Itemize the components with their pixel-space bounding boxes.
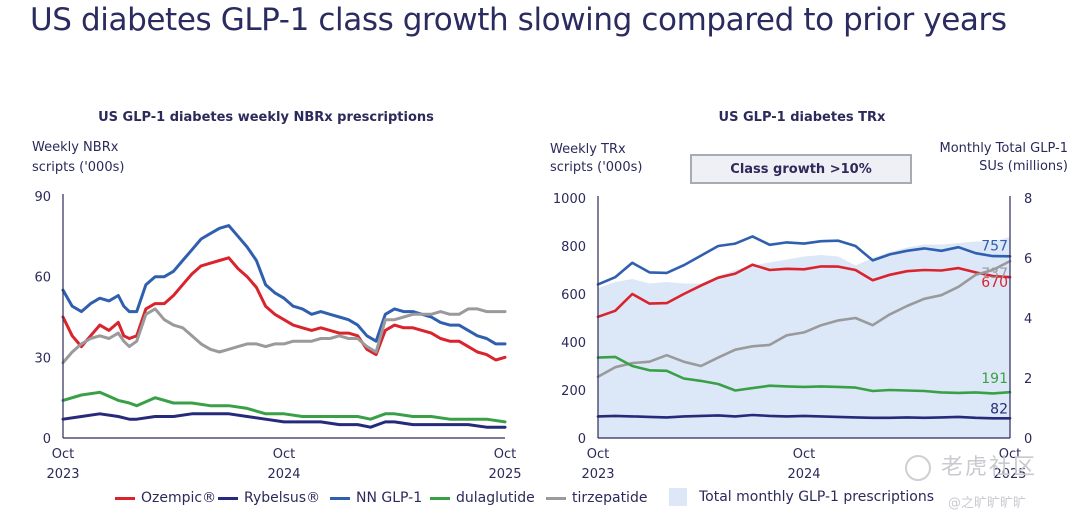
- legend-item-total-area: Total monthly GLP-1 prescriptions: [669, 488, 934, 506]
- series-line-ozempic: [61, 256, 507, 362]
- right-y-axis-title-line2: scripts ('000s): [550, 160, 642, 175]
- legend-label-rybelsus: Rybelsus®: [244, 490, 321, 506]
- y-tick-label: 1000: [553, 192, 586, 207]
- total-prescriptions-area: [598, 237, 1010, 438]
- legend-label-nn-glp1: NN GLP-1: [356, 490, 423, 506]
- watermark-text: 老虎社区: [941, 455, 1038, 480]
- end-label-rybelsus: 82: [990, 401, 1008, 417]
- legend-swatch-ozempic: [115, 496, 135, 500]
- series-line-tirzepatide: [61, 307, 507, 365]
- right-chart-title: US GLP-1 diabetes TRx: [719, 110, 886, 125]
- end-label-ozempic: 670: [981, 275, 1008, 291]
- left-chart-plot: 0 30 60 90 Oct 2023 Oct 2024 Oct 2025: [34, 190, 521, 482]
- x-tick-label-month: Oct: [587, 447, 609, 462]
- y-tick-label: 400: [561, 336, 586, 351]
- legend-label-ozempic: Ozempic®: [141, 490, 217, 506]
- series-line-tirzepatide: [596, 259, 1012, 379]
- y-tick-label: 30: [34, 351, 51, 366]
- right-y2-axis-title-line2: SUs (millions): [979, 159, 1068, 174]
- x-tick-label-month: Oct: [52, 447, 74, 462]
- class-growth-annotation: Class growth >10%: [690, 154, 912, 184]
- right-y-axis-title-line1: Weekly TRx: [550, 142, 626, 157]
- legend-label-tirzepatide: tirzepatide: [572, 490, 648, 506]
- y-tick-label: 90: [34, 190, 51, 205]
- y2-tick-label: 2: [1024, 372, 1032, 387]
- legend-swatch-rybelsus: [218, 496, 238, 500]
- x-tick-label-year: 2024: [787, 467, 820, 482]
- y2-tick-label: 4: [1024, 312, 1032, 327]
- left-chart-title: US GLP-1 diabetes weekly NBRx prescripti…: [98, 110, 434, 125]
- legend-item-nn-glp1: NN GLP-1: [330, 490, 422, 506]
- watermark-logo-icon: [905, 455, 931, 481]
- y2-tick-label: 8: [1024, 192, 1032, 207]
- left-y-axis-title-line2: scripts ('000s): [32, 160, 124, 175]
- series-line-nn-glp-1: [596, 235, 1012, 286]
- page-title: US diabetes GLP-1 class growth slowing c…: [30, 2, 1007, 38]
- series-line-rybelsus: [596, 413, 1012, 420]
- x-tick-label-year: 2024: [267, 467, 300, 482]
- legend-swatch-dulaglutide: [430, 496, 450, 500]
- end-label-nn-glp-1: 757: [981, 238, 1008, 254]
- y-tick-label: 200: [561, 384, 586, 399]
- legend-item-rybelsus: Rybelsus®: [218, 490, 320, 506]
- y-tick-label: 0: [43, 432, 51, 447]
- legend-item-dulaglutide: dulaglutide: [430, 490, 535, 506]
- legend-swatch-total-area: [669, 488, 687, 506]
- x-tick-label-year: 2023: [46, 467, 79, 482]
- y-tick-label: 600: [561, 288, 586, 303]
- series-line-dulaglutide: [596, 355, 1012, 395]
- y-tick-label: 60: [34, 271, 51, 286]
- legend-swatch-nn-glp1: [330, 496, 350, 500]
- x-tick-label-month: Oct: [999, 447, 1021, 462]
- legend: Ozempic® Rybelsus® NN GLP-1 dulaglutide …: [0, 488, 1080, 514]
- series-line-dulaglutide: [61, 390, 507, 424]
- legend-label-total-area: Total monthly GLP-1 prescriptions: [699, 489, 934, 505]
- series-line-ozempic: [596, 263, 1012, 319]
- legend-item-ozempic: Ozempic®: [115, 490, 216, 506]
- x-tick-label-month: Oct: [494, 447, 516, 462]
- x-tick-label-year: 2023: [581, 467, 614, 482]
- legend-label-dulaglutide: dulaglutide: [456, 490, 535, 506]
- y-tick-label: 0: [578, 432, 586, 447]
- end-label-dulaglutide: 191: [981, 371, 1008, 387]
- x-tick-label-year: 2025: [993, 467, 1026, 482]
- watermark-handle: @之旷旷旷旷: [948, 496, 1027, 511]
- left-y-axis-title-line1: Weekly NBRx: [32, 140, 119, 155]
- end-label-tirzepatide: 737: [981, 266, 1008, 282]
- y-tick-label: 800: [561, 240, 586, 255]
- watermark-community: 老虎社区: [905, 449, 1037, 481]
- series-line-nn-glp-1: [61, 224, 507, 346]
- y2-tick-label: 6: [1024, 252, 1032, 267]
- x-tick-label-month: Oct: [793, 447, 815, 462]
- x-tick-label-month: Oct: [273, 447, 295, 462]
- right-y2-axis-title-line1: Monthly Total GLP-1: [939, 141, 1068, 156]
- x-tick-label-year: 2025: [488, 467, 521, 482]
- legend-swatch-tirzepatide: [546, 496, 566, 500]
- y2-tick-label: 0: [1024, 432, 1032, 447]
- legend-item-tirzepatide: tirzepatide: [546, 490, 647, 506]
- series-line-rybelsus: [61, 412, 507, 429]
